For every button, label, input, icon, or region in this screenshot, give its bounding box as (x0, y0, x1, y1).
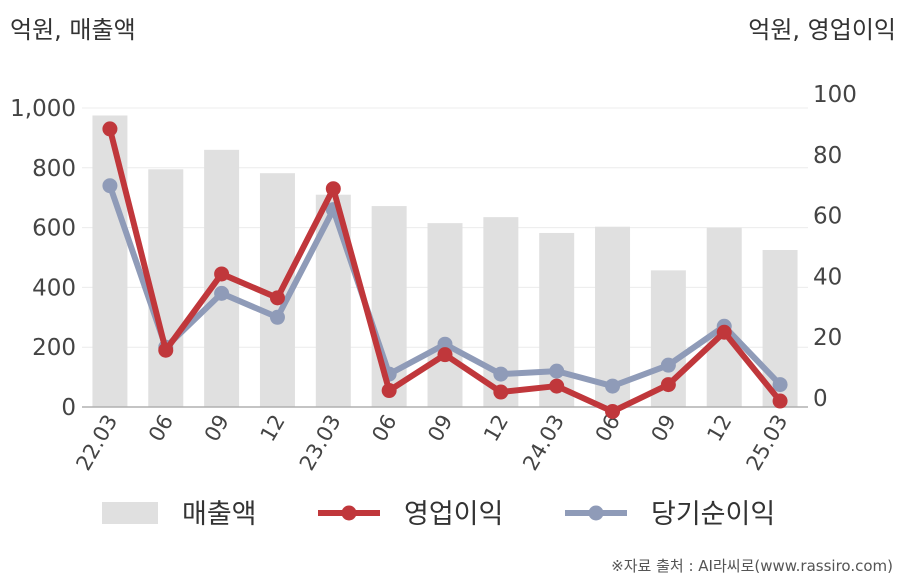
line-series (102, 121, 788, 419)
data-point (214, 285, 230, 301)
x-tick-label: 12 (256, 411, 290, 446)
data-point (269, 290, 285, 306)
line-series-net-income (102, 178, 788, 394)
bar (148, 169, 184, 407)
left-tick-label: 400 (32, 275, 76, 301)
right-tick-label: 80 (813, 143, 842, 169)
data-point (381, 383, 397, 399)
data-point (269, 309, 285, 325)
source-note: ※자료 출처 : AI라씨로(www.rassiro.com) (611, 557, 893, 575)
x-tick-label: 24.03 (518, 411, 569, 475)
data-point (660, 357, 676, 373)
data-point (660, 377, 676, 393)
x-tick-label: 06 (144, 411, 178, 446)
legend-swatch-marker (588, 505, 604, 521)
right-tick-label: 20 (813, 325, 842, 351)
data-point (605, 403, 621, 419)
right-tick-label: 100 (813, 82, 857, 108)
data-point (772, 393, 788, 409)
left-axis-ticks: 0 200 400 600 800 1,000 (10, 96, 76, 421)
data-point (493, 366, 509, 382)
data-point (102, 121, 118, 137)
data-point (493, 384, 509, 400)
left-tick-label: 800 (32, 156, 76, 182)
data-point (549, 378, 565, 394)
data-point (325, 181, 341, 197)
x-tick-label: 12 (479, 411, 513, 446)
x-tick-label: 09 (647, 411, 681, 446)
legend-swatch-marker (341, 505, 357, 521)
data-point (158, 342, 174, 358)
left-axis-unit: 억원, 매출액 (10, 16, 136, 44)
x-tick-label: 12 (702, 411, 736, 446)
right-tick-label: 60 (813, 204, 842, 230)
data-point (605, 378, 621, 394)
legend-label: 당기순이익 (651, 499, 775, 530)
data-point (437, 336, 453, 352)
data-point (772, 377, 788, 393)
data-point (214, 266, 230, 282)
left-tick-label: 0 (61, 395, 76, 421)
legend-label: 영업이익 (404, 499, 503, 530)
right-tick-label: 40 (813, 264, 842, 290)
left-tick-label: 200 (32, 335, 76, 361)
x-tick-label: 23.03 (295, 411, 346, 475)
line-series-operating-profit (102, 121, 788, 419)
bar (706, 227, 742, 407)
data-point (102, 178, 118, 194)
right-tick-label: 0 (813, 386, 828, 412)
x-axis-ticks: 22.03 06 09 12 23.03 06 09 12 24.03 06 09 12 25.03 (71, 411, 792, 475)
legend-label: 매출액 (182, 499, 257, 530)
left-tick-label: 600 (32, 216, 76, 242)
data-point (549, 363, 565, 379)
data-point (716, 324, 732, 340)
legend: 매출액 영업이익 당기순이익 (102, 499, 775, 530)
legend-swatch-bar (102, 502, 158, 524)
bar (92, 115, 128, 407)
bar (595, 226, 631, 407)
x-tick-label: 06 (367, 411, 401, 446)
bar (427, 223, 463, 407)
right-axis-ticks: 0 20 40 60 80 100 (813, 82, 857, 412)
x-tick-label: 09 (200, 411, 234, 446)
data-point (437, 347, 453, 363)
left-tick-label: 1,000 (10, 96, 76, 122)
x-tick-label: 22.03 (71, 411, 122, 475)
x-tick-label: 09 (423, 411, 457, 446)
right-axis-unit: 억원, 영업이익 (748, 16, 896, 44)
x-tick-label: 25.03 (742, 411, 793, 475)
